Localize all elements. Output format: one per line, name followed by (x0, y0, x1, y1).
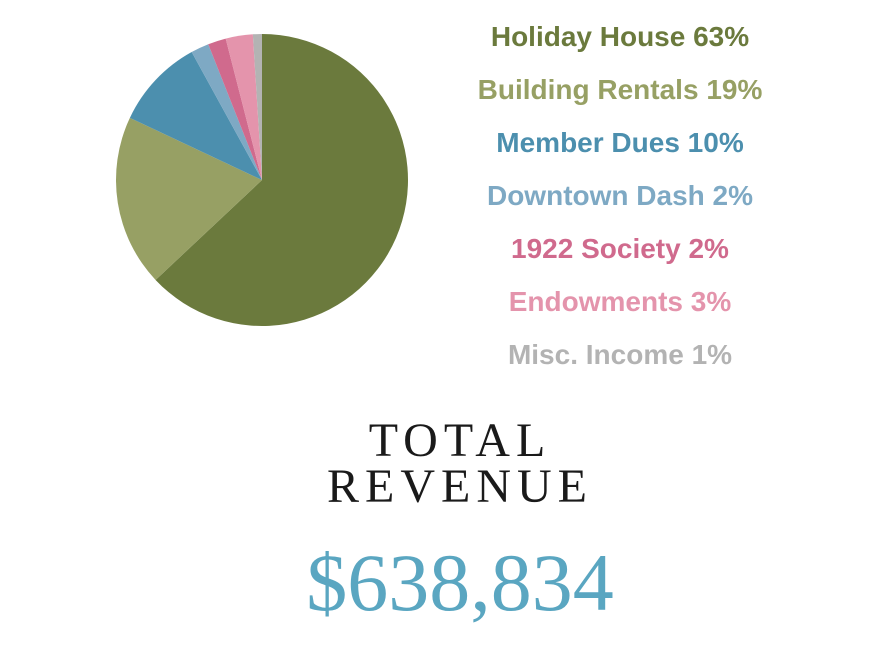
total-revenue-label: TOTAL REVENUE (260, 414, 660, 513)
pie-slice-member-dues-10 (129, 52, 262, 181)
pie-slice-holiday-house-63 (155, 34, 408, 326)
legend-item-downtown-dash: Downtown Dash 2% (486, 180, 753, 211)
legend-item-member-dues: Member Dues 10% (496, 127, 744, 158)
pie-chart (115, 34, 408, 326)
legend-item-building-rentals: Building Rentals 19% (477, 74, 763, 105)
legend: Holiday House 63% Building Rentals 19% M… (440, 12, 800, 383)
legend-item-holiday-house: Holiday House 63% (490, 21, 750, 52)
pie-slice-misc-income-1 (252, 34, 262, 180)
total-revenue-value: $638,834 (306, 537, 614, 628)
legend-item-endowments: Endowments 3% (508, 286, 732, 317)
pie-slice-1922-society-2 (208, 38, 262, 181)
pie-slice-building-rentals-19 (115, 117, 262, 280)
pie-slice-downtown-dash-2 (191, 44, 262, 181)
total-label-line2: REVENUE (327, 460, 593, 513)
legend-item-1922-society: 1922 Society 2% (511, 233, 729, 264)
total-label-line1: TOTAL (368, 414, 552, 467)
pie-slice-endowments-3 (225, 34, 262, 180)
legend-item-misc-income: Misc. Income 1% (507, 339, 733, 370)
